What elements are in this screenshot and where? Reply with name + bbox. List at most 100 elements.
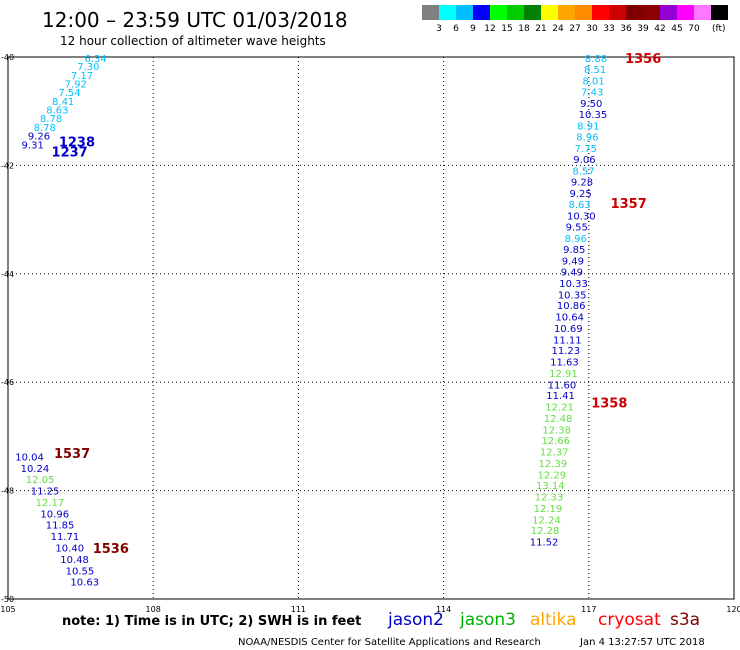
track-time-label: 1356 bbox=[625, 52, 661, 67]
color-scale-swatch bbox=[711, 5, 728, 20]
wave-height-label: 8.96 bbox=[565, 234, 587, 245]
wave-height-label: 12.05 bbox=[26, 475, 55, 486]
wave-height-label: 10.63 bbox=[70, 578, 99, 589]
wave-height-label: 8.78 bbox=[40, 114, 62, 125]
wave-height-label: 8.96 bbox=[576, 133, 598, 144]
track-time-label: 1358 bbox=[591, 396, 627, 411]
satellite-legend-cryosat: cryosat bbox=[598, 610, 661, 630]
satellite-legend-jason3: jason3 bbox=[459, 610, 516, 630]
footer-credit: NOAA/NESDIS Center for Satellite Applica… bbox=[238, 637, 541, 648]
color-scale-swatch bbox=[626, 5, 643, 20]
color-scale-label: 15 bbox=[501, 24, 512, 34]
wave-height-label: 9.85 bbox=[563, 245, 585, 256]
wave-height-label: 9.06 bbox=[573, 155, 595, 166]
wave-height-label: 12.21 bbox=[545, 403, 574, 414]
wave-height-label: 12.17 bbox=[36, 498, 65, 509]
chart-subtitle: 12 hour collection of altimeter wave hei… bbox=[60, 34, 326, 48]
satellite-legend: jason2 jason3 altika cryosat s3a bbox=[387, 610, 700, 630]
wave-height-label: 12.39 bbox=[538, 459, 567, 470]
wave-height-label: 12.33 bbox=[535, 493, 564, 504]
color-scale-label: 3 bbox=[436, 24, 442, 34]
wave-height-label: 10.48 bbox=[60, 555, 89, 566]
wave-height-label: 10.69 bbox=[554, 324, 583, 335]
color-scale-swatch bbox=[541, 5, 558, 20]
color-scale-label: 70 bbox=[688, 24, 700, 34]
color-scale-label: 42 bbox=[654, 24, 665, 34]
wave-height-label: 6.34 bbox=[84, 54, 106, 65]
color-scale-swatch bbox=[694, 5, 711, 20]
x-tick-label: 114 bbox=[436, 605, 451, 614]
color-scale-label: 33 bbox=[603, 24, 614, 34]
wave-height-label: 7.54 bbox=[58, 88, 80, 99]
wave-height-label: 12.24 bbox=[532, 515, 561, 526]
plot-area: 105 108 111 114 117 120 -40 -42 -44 -46 -48 -50 6.… bbox=[0, 52, 740, 614]
color-scale-swatch bbox=[507, 5, 524, 20]
wave-height-label: 11.63 bbox=[550, 358, 579, 369]
y-tick-label: -48 bbox=[1, 487, 14, 496]
wave-height-label: 8.41 bbox=[52, 97, 74, 108]
chart-title: 12:00 – 23:59 UTC 01/03/2018 bbox=[42, 8, 348, 32]
wave-height-label: 8.91 bbox=[577, 121, 599, 132]
y-tick-label: -44 bbox=[1, 270, 14, 279]
color-scale-swatch bbox=[677, 5, 694, 20]
wave-height-label: 9.26 bbox=[28, 132, 50, 143]
wave-height-label: 11.25 bbox=[31, 487, 60, 498]
wave-height-label: 10.55 bbox=[66, 566, 95, 577]
wave-height-label: 8.63 bbox=[568, 200, 590, 211]
footer-timestamp: Jan 4 13:27:57 UTC 2018 bbox=[579, 637, 705, 648]
color-scale-unit: (ft) bbox=[712, 24, 726, 34]
track-time-label: 1237 bbox=[52, 145, 88, 160]
wave-height-label: 11.52 bbox=[530, 538, 559, 549]
satellite-legend-altika: altika bbox=[530, 610, 577, 630]
color-scale-label: 18 bbox=[518, 24, 530, 34]
wave-height-label: 11.11 bbox=[553, 335, 582, 346]
wave-height-label: 10.86 bbox=[557, 301, 586, 312]
color-scale-swatch bbox=[643, 5, 660, 20]
color-scale-swatch bbox=[473, 5, 490, 20]
wave-height-label: 8.01 bbox=[583, 76, 605, 87]
color-scale-label: 6 bbox=[453, 24, 459, 34]
track-time-label: 1238 bbox=[59, 136, 95, 151]
color-scale-label: 12 bbox=[484, 24, 495, 34]
wave-height-label: 10.64 bbox=[555, 313, 584, 324]
wave-height-label: 7.30 bbox=[77, 62, 99, 73]
x-tick-label: 111 bbox=[291, 605, 306, 614]
color-scale-swatch bbox=[660, 5, 677, 20]
y-tick-label: -46 bbox=[1, 378, 14, 387]
x-tick-label: 120 bbox=[726, 605, 740, 614]
wave-height-label: 12.19 bbox=[534, 504, 563, 515]
wave-height-label: 7.17 bbox=[71, 71, 93, 82]
wave-height-label: 10.40 bbox=[55, 544, 84, 555]
color-scale-label: 21 bbox=[535, 24, 546, 34]
wave-height-label: 8.78 bbox=[34, 123, 56, 134]
wave-height-label: 8.57 bbox=[572, 166, 594, 177]
wave-height-label: 12.29 bbox=[537, 470, 566, 481]
color-scale-label: 45 bbox=[671, 24, 682, 34]
color-scale-label: 39 bbox=[637, 24, 649, 34]
y-axis-ticks: -40 -42 -44 -46 -48 -50 bbox=[1, 53, 14, 604]
color-scale-swatch bbox=[456, 5, 473, 20]
wave-height-label: 11.71 bbox=[51, 532, 80, 543]
color-scale-label: 9 bbox=[470, 24, 476, 34]
wave-height-label: 12.48 bbox=[544, 414, 573, 425]
color-scale-swatch bbox=[422, 5, 439, 20]
color-scale-swatch bbox=[609, 5, 626, 20]
grid-lines bbox=[8, 57, 734, 599]
wave-height-label: 10.33 bbox=[559, 279, 588, 290]
wave-height-label: 8.63 bbox=[46, 106, 68, 117]
wave-height-label: 11.60 bbox=[548, 380, 577, 391]
color-scale-swatch bbox=[575, 5, 592, 20]
wave-height-label: 10.96 bbox=[40, 509, 69, 520]
satellite-legend-s3a: s3a bbox=[670, 610, 700, 630]
wave-height-label: 13.14 bbox=[536, 481, 565, 492]
wave-height-label: 10.04 bbox=[15, 452, 44, 463]
wave-height-label: 10.35 bbox=[579, 110, 608, 121]
track-time-label: 1357 bbox=[611, 197, 647, 212]
y-tick-label: -40 bbox=[1, 53, 14, 62]
wave-height-label: 8.88 bbox=[585, 54, 607, 65]
wave-height-label: 7.92 bbox=[65, 80, 87, 91]
y-tick-label: -42 bbox=[1, 161, 14, 170]
track-time-label: 1536 bbox=[93, 542, 129, 557]
color-scale-label: 36 bbox=[620, 24, 632, 34]
